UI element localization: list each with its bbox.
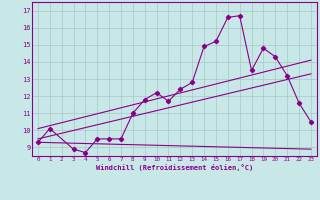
X-axis label: Windchill (Refroidissement éolien,°C): Windchill (Refroidissement éolien,°C) (96, 164, 253, 171)
